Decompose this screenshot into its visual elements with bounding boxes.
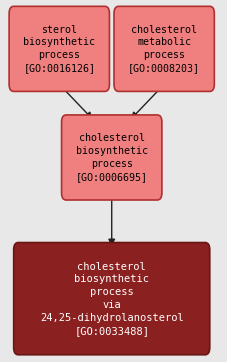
FancyBboxPatch shape [14,243,209,355]
FancyBboxPatch shape [61,115,161,200]
Text: cholesterol
biosynthetic
process
via
24,25-dihydrolanosterol
[GO:0033488]: cholesterol biosynthetic process via 24,… [40,262,183,336]
FancyBboxPatch shape [9,7,109,92]
Text: cholesterol
biosynthetic
process
[GO:0006695]: cholesterol biosynthetic process [GO:000… [75,133,147,182]
Text: sterol
biosynthetic
process
[GO:0016126]: sterol biosynthetic process [GO:0016126] [23,25,95,73]
FancyBboxPatch shape [114,7,213,92]
Text: cholesterol
metabolic
process
[GO:0008203]: cholesterol metabolic process [GO:000820… [128,25,199,73]
